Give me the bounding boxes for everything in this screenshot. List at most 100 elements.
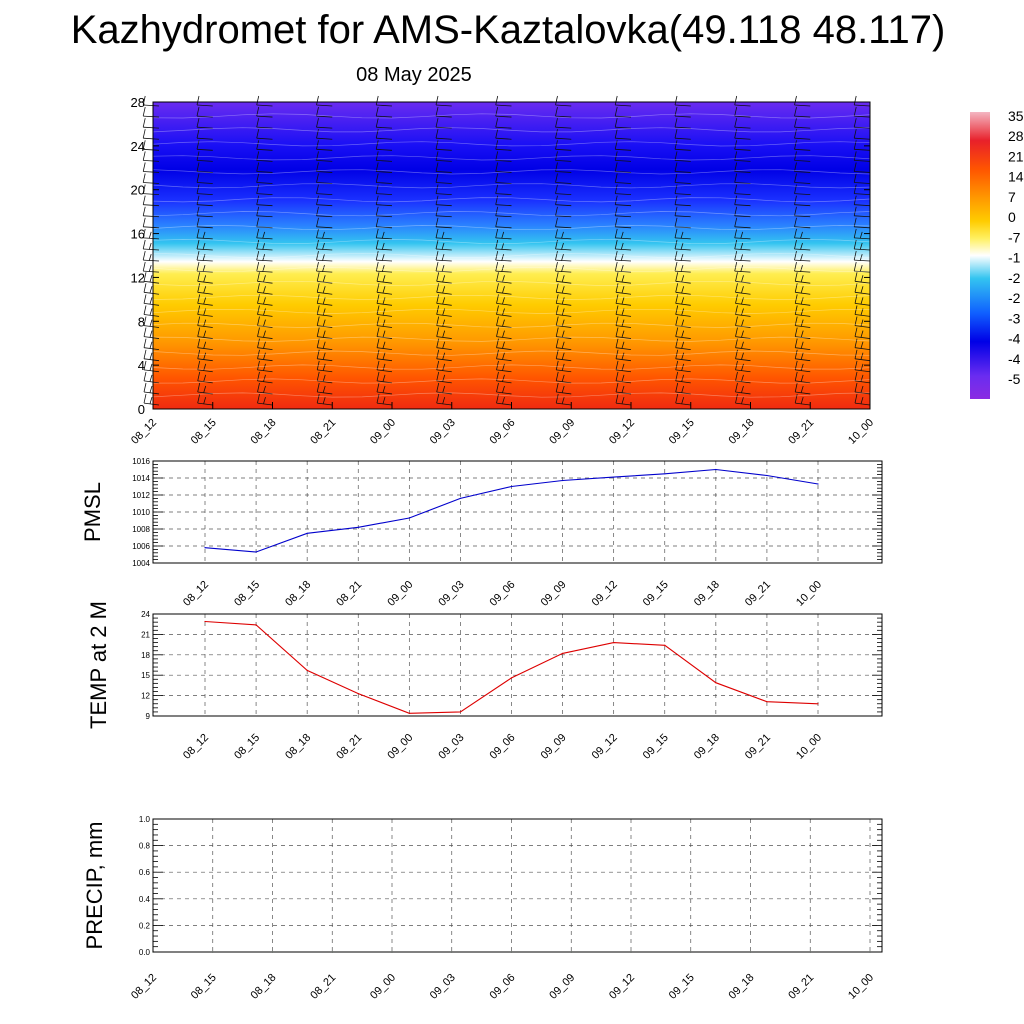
- y-tick-label: 1016: [132, 457, 150, 466]
- wind-barb: [256, 95, 273, 107]
- wind-barb: [615, 382, 632, 395]
- wind-barb: [794, 151, 811, 162]
- colorbar-label: -4: [1008, 351, 1021, 367]
- contour-line: [152, 378, 871, 384]
- wind-barb: [316, 338, 333, 351]
- x-tick-label: 09_09: [547, 972, 577, 1002]
- wind-barb: [735, 382, 751, 395]
- wind-barb: [143, 305, 160, 317]
- wind-barb: [555, 228, 572, 240]
- wind-barb: [197, 327, 213, 339]
- data-point: [766, 474, 768, 477]
- wind-barb: [555, 371, 572, 384]
- wind-barb: [854, 349, 871, 362]
- wind-barb: [675, 327, 691, 339]
- wind-barb: [196, 217, 213, 229]
- data-point: [255, 624, 257, 626]
- data-point: [408, 712, 410, 714]
- wind-barb: [196, 95, 213, 107]
- wind-barb: [142, 206, 160, 218]
- contour-line: [152, 169, 871, 175]
- wind-barb: [794, 140, 811, 151]
- wind-barb: [734, 173, 751, 184]
- wind-barb: [854, 316, 871, 328]
- wind-barb: [375, 140, 393, 151]
- wind-barb: [143, 272, 160, 284]
- wind-barb: [735, 394, 751, 406]
- wind-barb: [436, 394, 452, 406]
- wind-barb: [257, 294, 273, 306]
- wind-barb: [794, 118, 811, 129]
- wind-barb: [376, 316, 393, 328]
- wind-barb: [143, 283, 160, 295]
- cross-section-y-axis: 0 4 8 12 16 20 24 28: [131, 95, 870, 417]
- wind-barb: [142, 129, 160, 140]
- wind-barb: [256, 228, 273, 240]
- wind-barb: [675, 305, 691, 317]
- wind-barb: [495, 140, 512, 151]
- data-point: [255, 551, 257, 553]
- x-tick-label: 08_18: [249, 417, 279, 447]
- wind-barb: [734, 228, 751, 240]
- wind-barb: [674, 107, 691, 118]
- wind-barb: [376, 349, 393, 362]
- wind-barb: [256, 262, 273, 273]
- wind-barb: [794, 251, 811, 262]
- wind-barb: [735, 349, 751, 362]
- wind-barb: [142, 107, 160, 118]
- wind-barb: [376, 283, 393, 295]
- wind-barb: [735, 272, 751, 284]
- wind-barb: [196, 184, 213, 195]
- wind-barb: [734, 251, 751, 262]
- wind-barb: [555, 327, 572, 339]
- colorbar-label: -5: [1008, 371, 1021, 387]
- wind-barb: [197, 382, 213, 395]
- contour-line: [152, 350, 871, 356]
- wind-barb: [375, 107, 393, 118]
- wind-barb: [496, 394, 512, 406]
- wind-barb: [316, 195, 333, 207]
- data-point: [613, 642, 615, 644]
- temp-panel: 9 12 15 18 21 24 TEMP at 2 M 08_12 08_15 08_18 08_…: [86, 601, 883, 762]
- x-tick-label: 09_12: [607, 417, 637, 447]
- wind-barb: [375, 184, 393, 195]
- wind-barb: [142, 262, 160, 273]
- wind-barb: [316, 371, 333, 384]
- wind-barb: [675, 371, 691, 384]
- data-point: [817, 483, 819, 485]
- wind-barb: [496, 371, 512, 384]
- wind-barb: [316, 107, 333, 118]
- wind-barb: [854, 283, 871, 295]
- wind-barb: [376, 338, 393, 351]
- wind-barb: [496, 338, 512, 351]
- wind-barb: [674, 151, 691, 162]
- wind-barb: [615, 371, 632, 384]
- wind-barb: [316, 228, 333, 240]
- wind-barb: [196, 151, 213, 162]
- wind-barb: [853, 184, 871, 195]
- wind-barb: [376, 327, 393, 339]
- colorbar-label: 28: [1008, 128, 1024, 144]
- x-tick-label: 08_15: [232, 579, 262, 609]
- wind-barb: [615, 294, 632, 306]
- wind-barb: [142, 239, 160, 251]
- y-tick-label: 1014: [132, 474, 150, 483]
- wind-barb: [853, 173, 871, 184]
- x-tick-label: 09_15: [667, 972, 697, 1002]
- wind-barb: [555, 195, 572, 207]
- wind-barb: [555, 184, 572, 195]
- wind-barb: [142, 95, 160, 107]
- x-tick-label: 09_09: [539, 579, 569, 609]
- wind-barb: [614, 251, 632, 262]
- wind-barb: [316, 239, 333, 251]
- wind-barb: [734, 140, 751, 151]
- contour-line: [152, 336, 871, 342]
- x-tick-label: 10_00: [794, 732, 824, 762]
- x-tick-label: 09_15: [641, 579, 671, 609]
- wind-barb: [555, 118, 572, 129]
- x-tick-label: 09_09: [539, 732, 569, 762]
- data-point: [562, 479, 564, 482]
- wind-barb: [675, 316, 691, 328]
- wind-barb: [734, 151, 751, 162]
